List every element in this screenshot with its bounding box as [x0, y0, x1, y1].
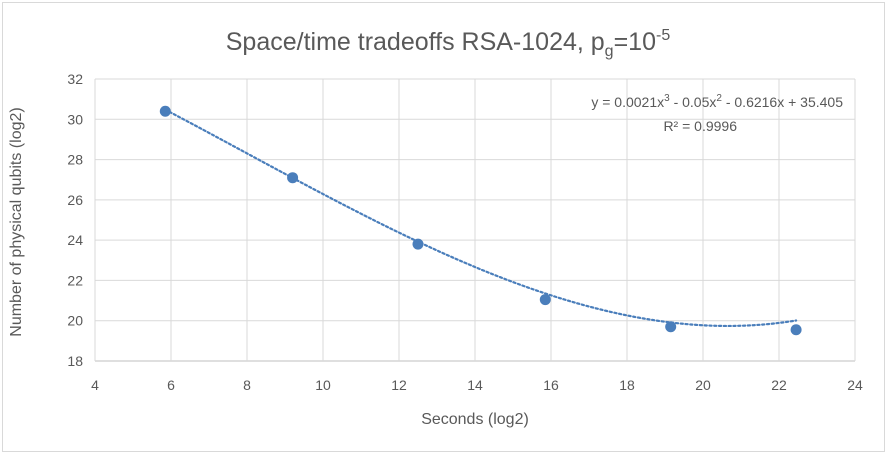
trendline-r-squared: R² = 0.9996: [663, 118, 737, 134]
x-tick-label-4: 4: [91, 377, 99, 393]
x-tick-label-22: 22: [771, 377, 787, 393]
x-axis-title: Seconds (log2): [421, 411, 529, 428]
trendline-path: [164, 108, 798, 328]
trendline-equation: y = 0.0021x3 - 0.05x2 - 0.6216x + 35.405: [591, 93, 843, 110]
y-tick-label-30: 30: [67, 111, 83, 127]
x-tick-label-8: 8: [243, 377, 251, 393]
y-axis-title: Number of physical qubits (log2): [8, 107, 25, 336]
y-tick-label-28: 28: [67, 152, 83, 168]
equation-part-2: - 0.05x: [670, 94, 717, 110]
y-tick-label-24: 24: [67, 232, 83, 248]
x-tick-label-6: 6: [167, 377, 175, 393]
equation-part-3: - 0.6216x + 35.405: [722, 94, 843, 110]
y-tick-label-18: 18: [67, 353, 83, 369]
x-tick-label-10: 10: [315, 377, 331, 393]
equation-exponent-3: 3: [664, 93, 670, 104]
gridlines: [94, 78, 856, 362]
x-tick-label-16: 16: [543, 377, 559, 393]
chart-title: Space/time tradeoffs RSA-1024, pg=10-5: [226, 27, 671, 60]
data-point-3: [412, 238, 424, 250]
data-point-2: [287, 172, 299, 184]
y-tick-label-22: 22: [67, 272, 83, 288]
x-tick-label-14: 14: [467, 377, 483, 393]
equation-exponent-2: 2: [716, 93, 722, 104]
x-tick-label-24: 24: [847, 377, 863, 393]
trendline-layer: [164, 108, 798, 328]
data-point-6: [790, 324, 802, 336]
y-tick-label-32: 32: [67, 71, 83, 87]
data-points: [159, 105, 802, 336]
equation-part-1: y = 0.0021x: [591, 94, 664, 110]
y-tick-label-26: 26: [67, 192, 83, 208]
y-tick-label-20: 20: [67, 313, 83, 329]
data-point-4: [539, 294, 551, 306]
data-point-5: [665, 321, 677, 333]
chart-title-mid: =10: [614, 28, 656, 56]
x-tick-label-12: 12: [391, 377, 407, 393]
data-point-1: [159, 105, 171, 117]
x-tick-label-20: 20: [695, 377, 711, 393]
chart-title-superscript: -5: [656, 27, 670, 44]
chart-title-subscript: g: [605, 43, 614, 60]
x-tick-label-18: 18: [619, 377, 635, 393]
chart-title-main: Space/time tradeoffs RSA-1024, p: [226, 28, 605, 56]
